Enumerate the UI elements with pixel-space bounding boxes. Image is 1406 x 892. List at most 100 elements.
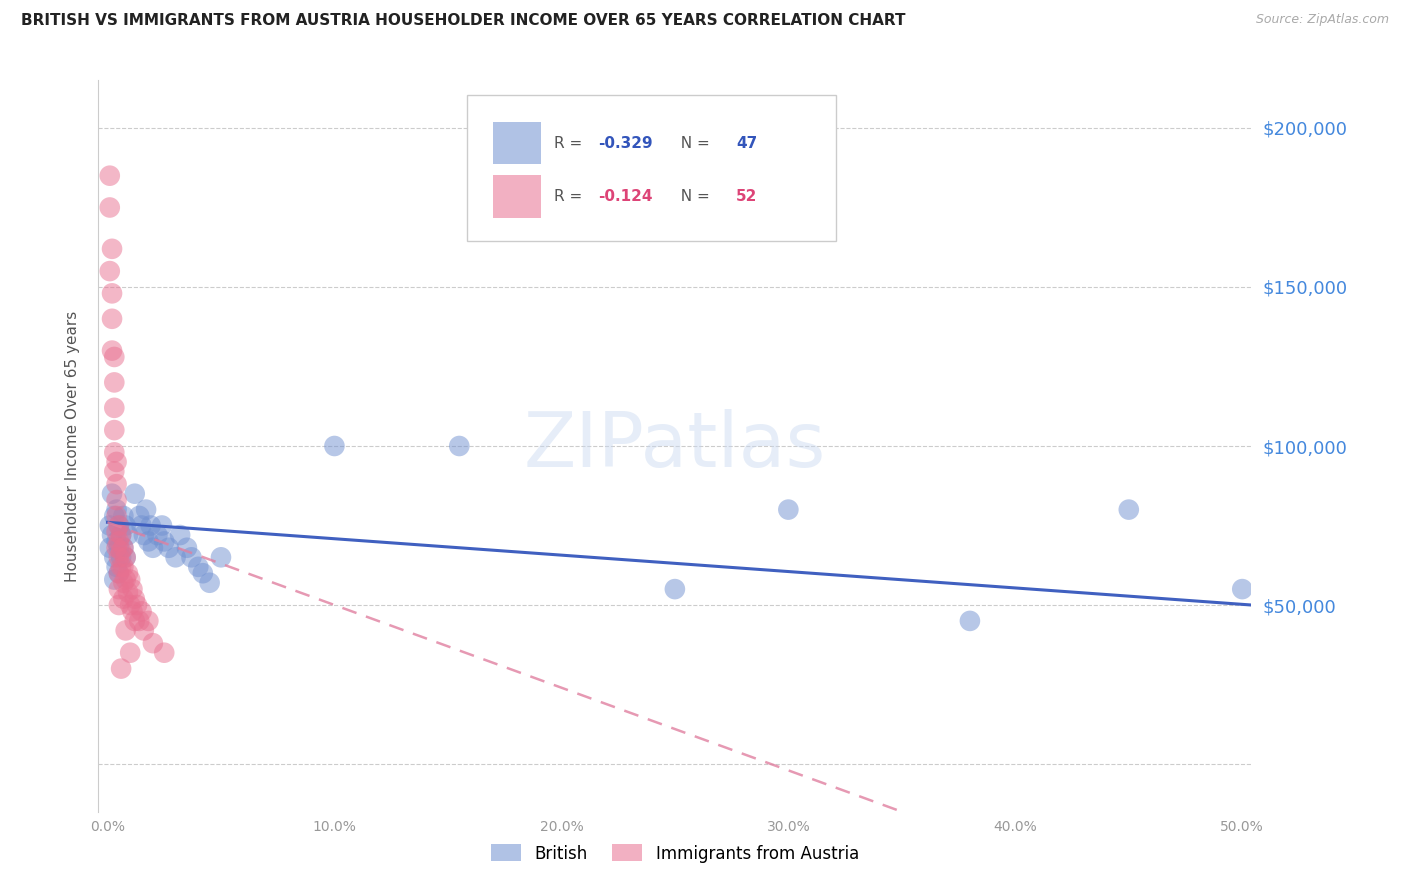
Point <box>135 502 157 516</box>
Point <box>103 550 125 565</box>
Bar <box>492 122 541 164</box>
Legend: British, Immigrants from Austria: British, Immigrants from Austria <box>484 838 866 869</box>
Point <box>153 646 176 660</box>
Point <box>101 486 124 500</box>
Point <box>105 477 128 491</box>
Point <box>664 582 686 596</box>
Point <box>105 524 128 539</box>
Point <box>153 534 176 549</box>
Point <box>120 573 142 587</box>
Text: ZIPatlas: ZIPatlas <box>523 409 827 483</box>
Point <box>165 550 187 565</box>
Point <box>108 518 131 533</box>
Point <box>131 518 153 533</box>
Point <box>108 550 131 565</box>
Point <box>110 662 132 676</box>
Point <box>191 566 214 581</box>
Point <box>117 566 139 581</box>
Point <box>132 528 155 542</box>
Point <box>112 575 135 590</box>
Text: 47: 47 <box>735 136 758 151</box>
Point <box>105 508 128 523</box>
Point <box>128 614 150 628</box>
Text: N =: N = <box>672 189 716 204</box>
Point <box>98 541 121 555</box>
Point <box>124 614 146 628</box>
Point <box>120 598 142 612</box>
Point <box>112 541 135 555</box>
Point <box>108 541 131 555</box>
Point <box>114 550 136 565</box>
Point <box>98 201 121 215</box>
Point <box>142 636 165 650</box>
Point <box>108 566 131 581</box>
Point <box>101 286 124 301</box>
Point <box>105 455 128 469</box>
Text: Source: ZipAtlas.com: Source: ZipAtlas.com <box>1256 13 1389 27</box>
Point <box>103 350 125 364</box>
Point <box>108 598 131 612</box>
Point <box>323 439 346 453</box>
Point <box>105 493 128 508</box>
Point <box>98 169 121 183</box>
Point <box>132 624 155 638</box>
Point <box>128 508 150 523</box>
Point <box>157 541 180 555</box>
Point <box>449 439 471 453</box>
Text: R =: R = <box>554 189 586 204</box>
Point <box>108 518 131 533</box>
Point <box>121 604 143 618</box>
Point <box>101 343 124 358</box>
Bar <box>492 176 541 218</box>
Point <box>105 559 128 574</box>
Point <box>198 575 221 590</box>
Y-axis label: Householder Income Over 65 years: Householder Income Over 65 years <box>65 310 80 582</box>
Point <box>209 550 232 565</box>
Point <box>105 541 128 555</box>
Point <box>103 508 125 523</box>
Point <box>124 486 146 500</box>
Point <box>959 614 981 628</box>
Point <box>142 541 165 555</box>
Point <box>98 264 121 278</box>
Point <box>103 465 125 479</box>
Point <box>180 550 202 565</box>
Point <box>120 646 142 660</box>
Point <box>110 544 132 558</box>
Point <box>138 534 160 549</box>
Point <box>98 518 121 533</box>
Point <box>105 534 128 549</box>
Point <box>112 591 135 606</box>
Point <box>112 559 135 574</box>
Point <box>1232 582 1254 596</box>
FancyBboxPatch shape <box>467 95 837 241</box>
Point <box>108 582 131 596</box>
Point <box>117 585 139 599</box>
Point <box>114 624 136 638</box>
Point <box>110 528 132 542</box>
Point <box>112 541 135 555</box>
Point <box>103 445 125 459</box>
Text: BRITISH VS IMMIGRANTS FROM AUSTRIA HOUSEHOLDER INCOME OVER 65 YEARS CORRELATION : BRITISH VS IMMIGRANTS FROM AUSTRIA HOUSE… <box>21 13 905 29</box>
Point <box>108 566 131 581</box>
Point <box>108 534 131 549</box>
Point <box>176 541 198 555</box>
Point <box>110 559 132 574</box>
Point <box>150 518 173 533</box>
Point <box>114 573 136 587</box>
Text: N =: N = <box>672 136 716 151</box>
Text: -0.124: -0.124 <box>598 189 652 204</box>
Point <box>146 528 169 542</box>
Point <box>103 376 125 390</box>
Point <box>121 582 143 596</box>
Text: R =: R = <box>554 136 586 151</box>
Point <box>103 401 125 415</box>
Text: 52: 52 <box>735 189 758 204</box>
Point <box>101 528 124 542</box>
Point <box>131 604 153 618</box>
Point <box>114 550 136 565</box>
Point <box>124 591 146 606</box>
Point <box>110 528 132 542</box>
Point <box>103 423 125 437</box>
Point <box>187 559 209 574</box>
